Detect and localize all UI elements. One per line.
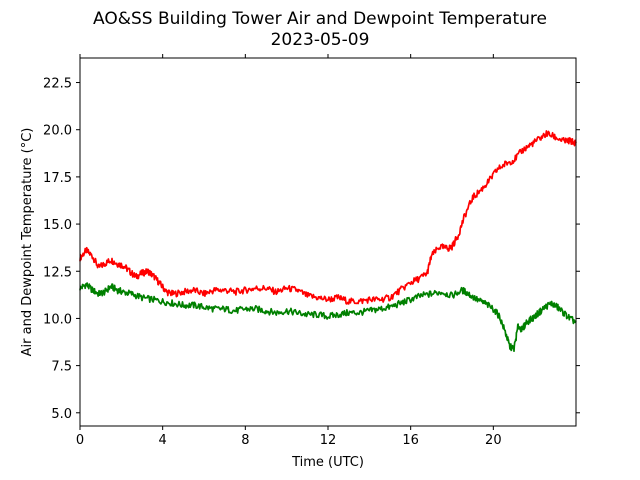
x-tick-label: 8 — [241, 433, 249, 448]
x-tick-label: 16 — [402, 433, 419, 448]
y-tick-label: 12.5 — [43, 265, 72, 280]
y-tick-label: 10.0 — [43, 312, 72, 327]
y-tick-label: 7.5 — [51, 360, 72, 375]
y-tick-label: 5.0 — [51, 407, 72, 422]
x-tick-label: 12 — [320, 433, 337, 448]
y-tick-label: 17.5 — [43, 171, 72, 186]
series-layer — [79, 130, 577, 353]
series-line-1 — [79, 130, 577, 305]
x-axis-label: Time (UTC) — [291, 455, 364, 470]
chart-title: AO&SS Building Tower Air and Dewpoint Te… — [93, 9, 547, 29]
axes-frame — [79, 57, 577, 427]
x-tick-label: 20 — [485, 433, 502, 448]
x-tick-label: 0 — [76, 433, 84, 448]
ticks-layer: 0 4 8 12 16 20 5.0 7.5 10.0 12.5 15.0 17.5 20.0 22.5 — [43, 54, 580, 448]
y-axis-label: Air and Dewpoint Temperature (°C) — [20, 128, 35, 357]
y-tick-label: 22.5 — [43, 77, 72, 92]
x-tick-label: 4 — [159, 433, 167, 448]
y-tick-label: 15.0 — [43, 218, 72, 233]
chart-subtitle: 2023-05-09 — [271, 30, 370, 50]
y-tick-label: 20.0 — [43, 124, 72, 139]
series-line-2 — [79, 282, 577, 353]
